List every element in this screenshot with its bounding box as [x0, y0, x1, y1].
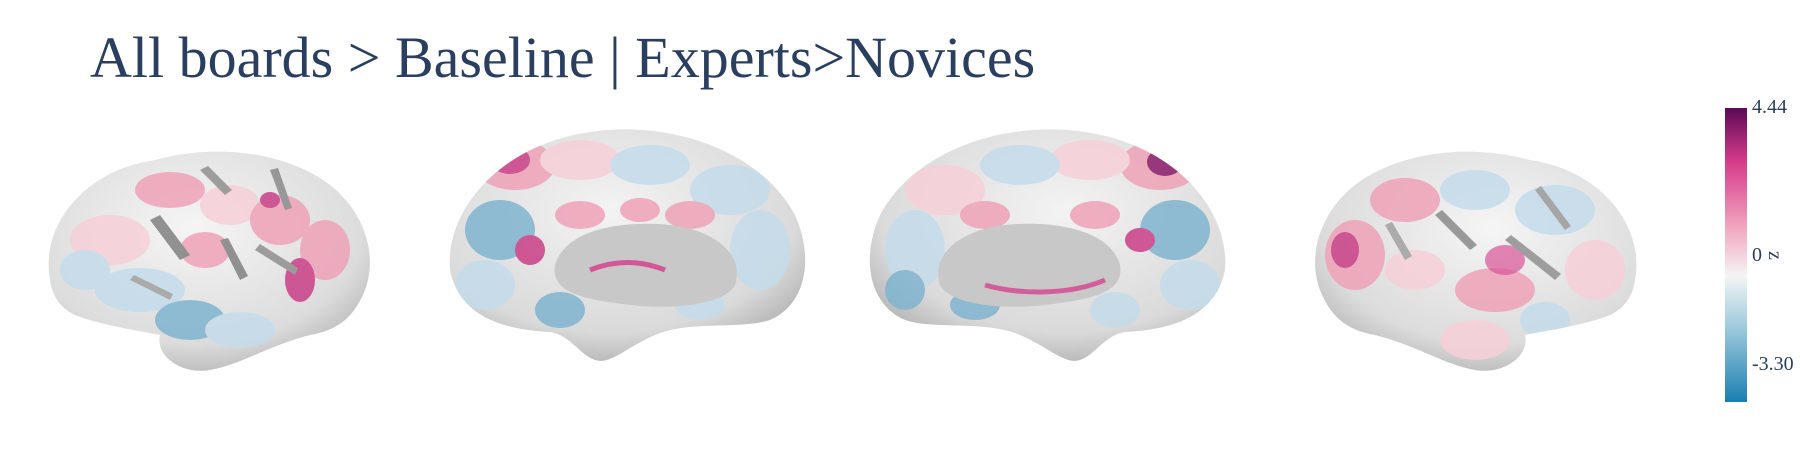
brain-surface-panel: [0, 110, 1690, 430]
colorbar-gradient: [1725, 108, 1747, 402]
brain-view-left-lateral: [40, 130, 380, 375]
brain-view-right-lateral: [1305, 130, 1645, 375]
colorbar-mid-label: 0: [1752, 244, 1762, 266]
colorbar: [1725, 108, 1747, 402]
colorbar-min-label: -3.30: [1752, 353, 1794, 375]
colorbar-max-label: 4.44: [1752, 96, 1787, 118]
brain-view-right-medial: [860, 120, 1235, 380]
brain-view-left-medial: [440, 120, 815, 380]
figure-title: All boards > Baseline | Experts>Novices: [90, 25, 1036, 90]
colorbar-title: z: [1763, 251, 1786, 260]
